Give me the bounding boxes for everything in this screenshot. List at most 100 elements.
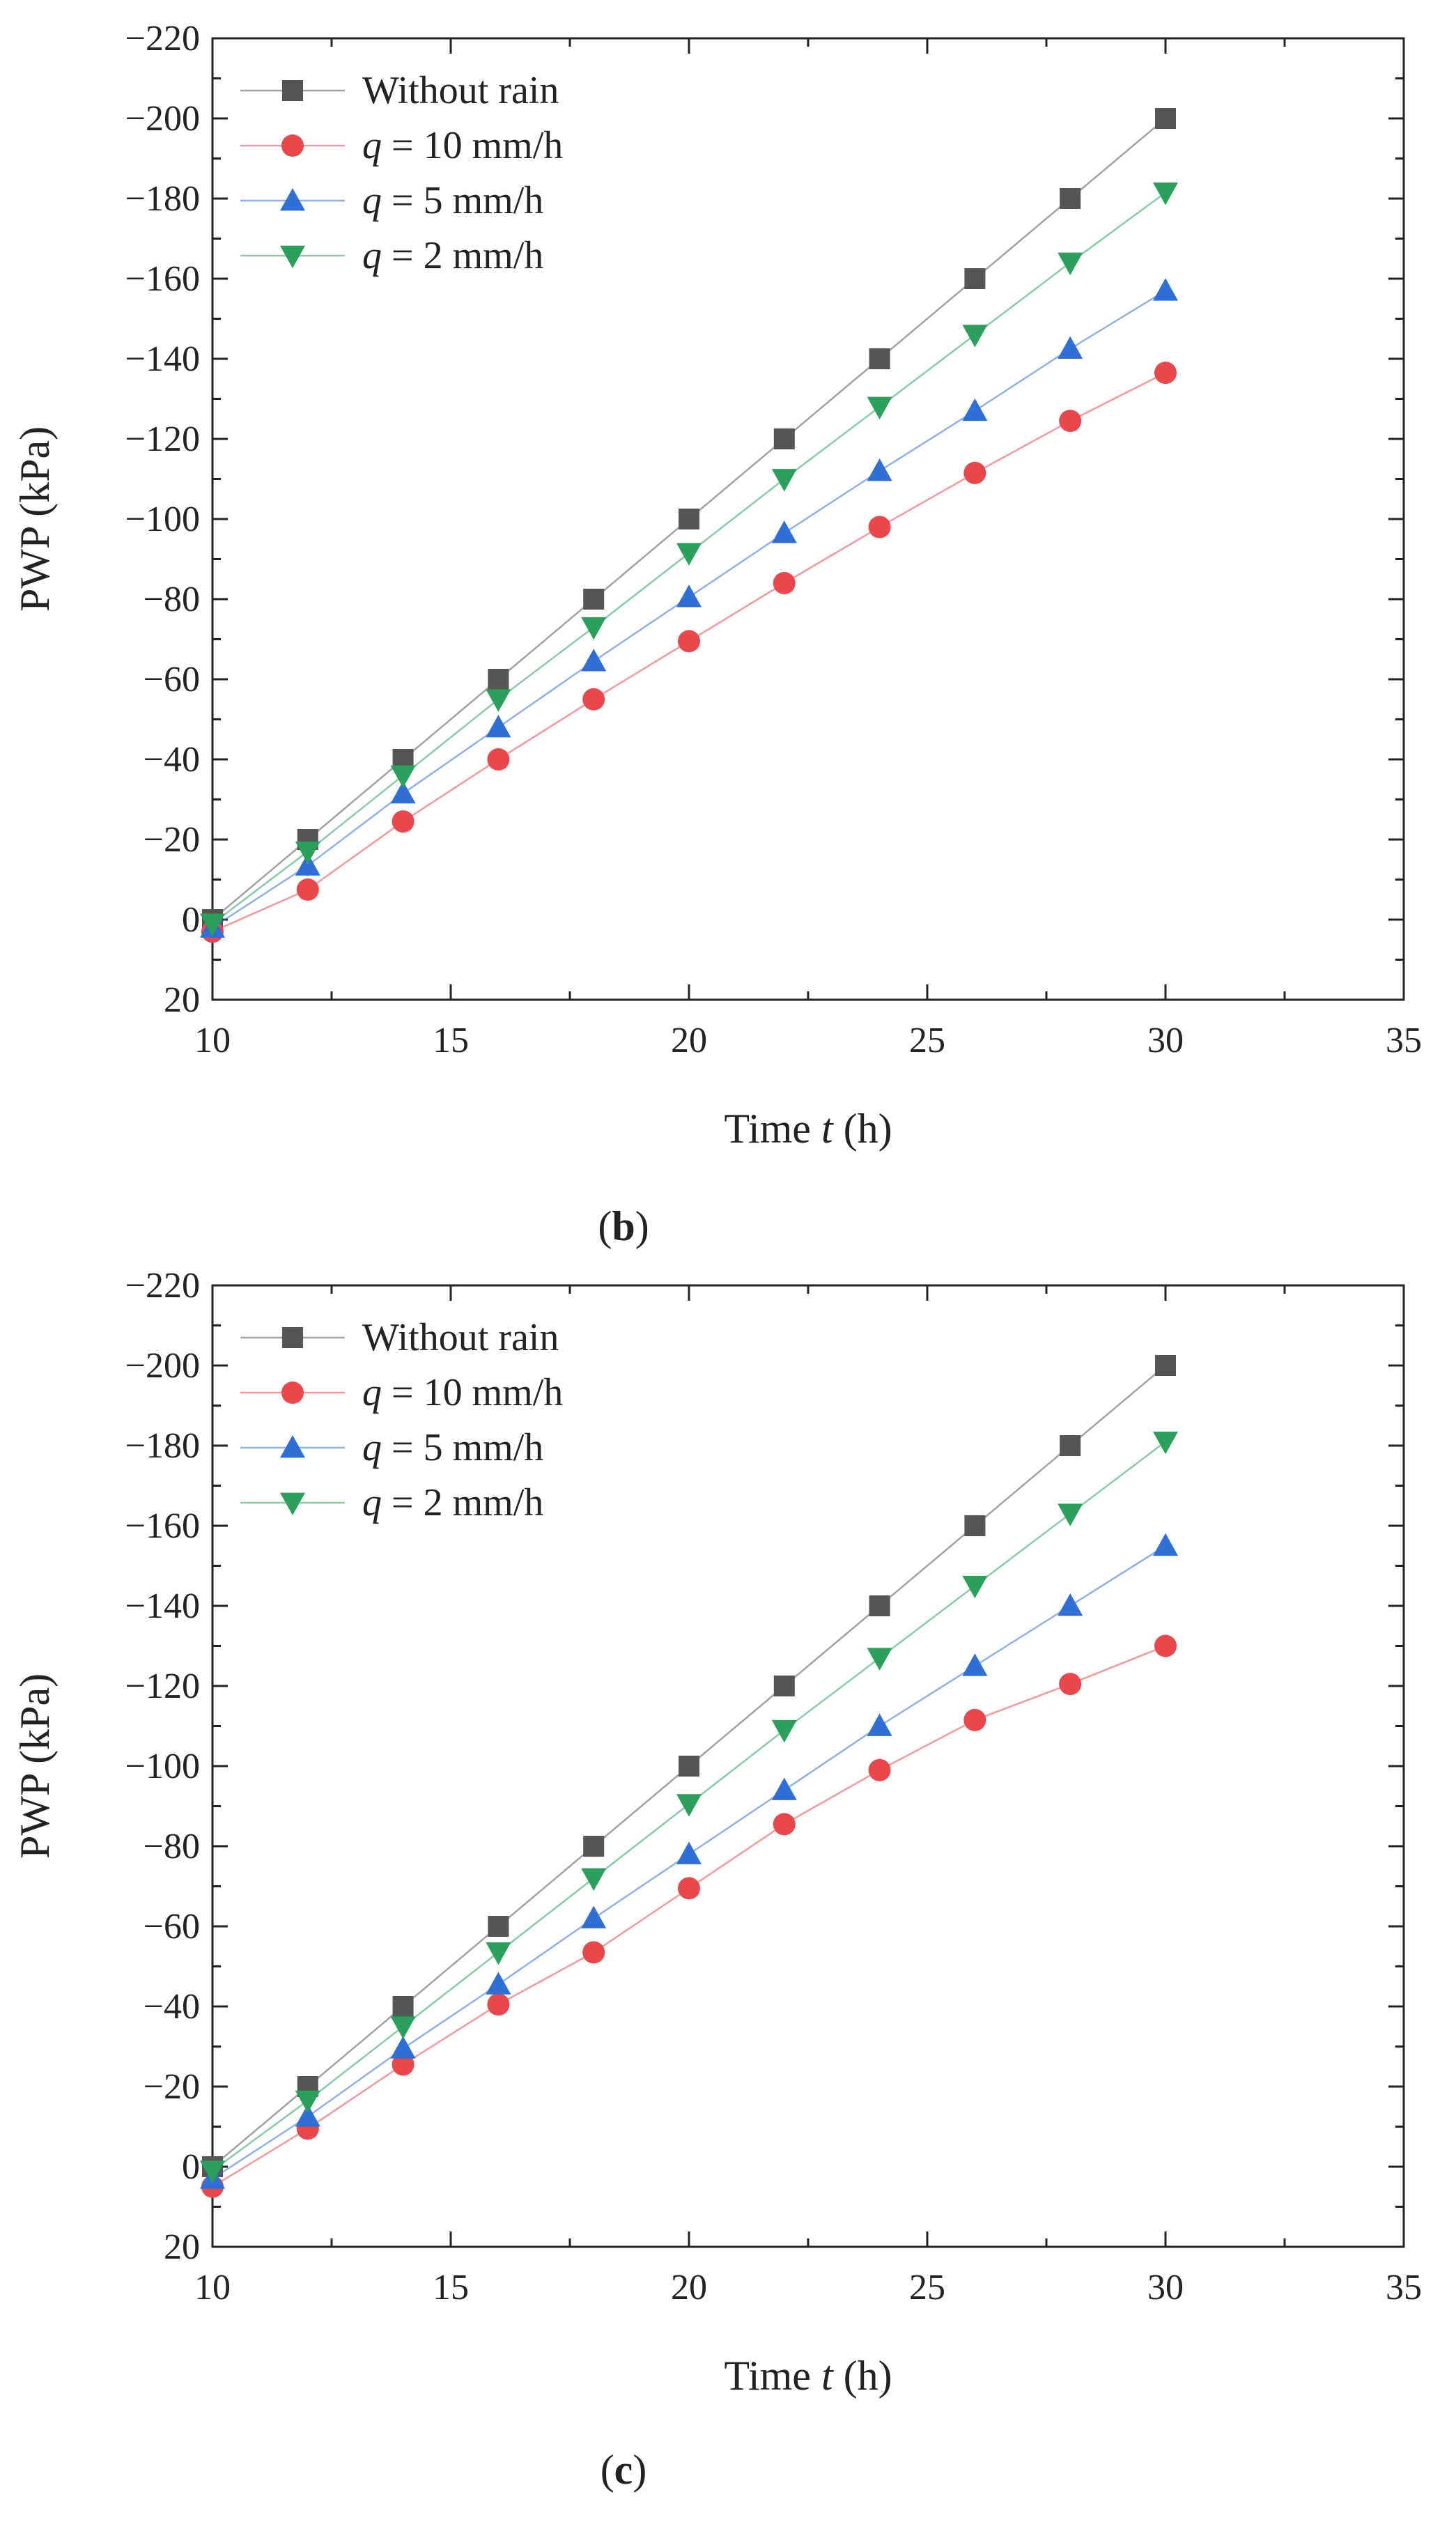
data-point-q10 [1059, 1673, 1082, 1696]
y-tick-label: −100 [125, 1747, 200, 1786]
data-point-without_rain [773, 428, 795, 449]
y-tick-label: −80 [144, 580, 200, 619]
data-point-q2 [1058, 252, 1083, 275]
legend-label-value: = 5 mm/h [382, 179, 543, 222]
x-tick-label: 35 [1386, 1021, 1422, 1060]
legend-marker-without_rain [282, 80, 303, 101]
legend-marker-q2 [280, 1492, 305, 1515]
data-point-q10 [487, 1993, 510, 2016]
x-tick-label: 35 [1386, 2268, 1422, 2307]
data-point-q2 [390, 765, 416, 788]
x-axis-title-suffix: (h) [833, 2353, 892, 2399]
x-tick-label: 10 [194, 2268, 231, 2307]
data-point-without_rain [869, 1595, 890, 1616]
legend-marker-without_rain [282, 1327, 303, 1348]
data-point-without_rain [583, 1836, 605, 1857]
y-tick-label: 0 [182, 2147, 200, 2187]
y-tick-label: −140 [125, 339, 200, 379]
x-axis-title-prefix: Time [724, 1106, 821, 1152]
data-point-without_rain [679, 509, 699, 529]
data-point-q10 [582, 1941, 605, 1964]
x-tick-label: 10 [194, 1021, 231, 1060]
data-point-without_rain [583, 589, 605, 610]
legend-label-q2: q = 2 mm/h [362, 1481, 543, 1524]
data-point-q2 [962, 1575, 988, 1599]
series-line-q5 [212, 290, 1166, 929]
x-axis-title: Time t (h) [724, 2353, 892, 2399]
y-tick-label: −160 [125, 1506, 200, 1546]
panel-label-open: ( [601, 2447, 614, 2493]
y-tick-label: −220 [125, 1266, 200, 1306]
data-point-q5 [295, 853, 320, 876]
y-tick-label: −80 [144, 1827, 200, 1866]
y-tick-label: −60 [144, 1907, 200, 1947]
y-tick-label: −120 [125, 1666, 200, 1706]
x-axis-title-suffix: (h) [833, 1106, 892, 1152]
chart-panel-b: 10 15 20 25 30 35 20 0 −20 −40 −60 −80 −100 −120 −140 −… [12, 19, 1422, 1249]
data-point-q2 [200, 913, 225, 936]
panel-label: (c) [601, 2447, 647, 2493]
data-point-q5 [1153, 1533, 1178, 1556]
legend-label-variable: q [362, 179, 382, 222]
data-point-q10 [868, 1758, 891, 1781]
y-tick-label: −120 [125, 419, 200, 459]
data-point-q10 [773, 572, 796, 594]
panel-label-letter: b [612, 1203, 635, 1249]
legend-label-variable: q [362, 234, 382, 277]
panel-label: (b) [598, 1203, 649, 1249]
y-axis-title: PWP (kPa) [12, 426, 58, 612]
x-axis-title-prefix: Time [724, 2353, 821, 2399]
legend-marker-q5 [280, 1435, 305, 1458]
data-point-q10 [773, 1813, 796, 1836]
legend-label-q10: q = 10 mm/h [362, 1371, 563, 1414]
data-point-q5 [771, 520, 797, 543]
legend-label-q5: q = 5 mm/h [362, 179, 543, 222]
legend-label-value: = 2 mm/h [382, 1481, 543, 1524]
data-point-q10 [1059, 410, 1082, 433]
x-tick-label: 15 [433, 2268, 469, 2307]
data-point-q2 [867, 1648, 892, 1671]
data-point-without_rain [488, 669, 509, 690]
x-tick-label: 20 [671, 1021, 707, 1060]
y-tick-label: −200 [125, 99, 200, 139]
data-point-q5 [581, 649, 607, 672]
data-point-q2 [1153, 1431, 1178, 1455]
legend-label-q2: q = 2 mm/h [362, 234, 543, 277]
data-point-q10 [487, 748, 510, 771]
x-axis-title-variable: t [821, 1106, 834, 1152]
data-point-q5 [771, 1777, 797, 1800]
data-point-q5 [1058, 1593, 1083, 1616]
data-point-q10 [868, 516, 891, 539]
legend-marker-q5 [280, 188, 305, 211]
y-tick-label: −140 [125, 1586, 200, 1626]
data-point-q5 [390, 780, 416, 804]
data-point-q10 [678, 1877, 700, 1900]
data-point-q5 [676, 585, 702, 608]
legend-label-value: = 10 mm/h [382, 124, 563, 167]
data-point-without_rain [1060, 1435, 1081, 1456]
x-axis-title: Time t (h) [724, 1106, 892, 1152]
data-point-q2 [390, 2016, 416, 2039]
y-tick-label: −200 [125, 1346, 200, 1386]
y-tick-label: −40 [144, 740, 200, 780]
legend-label-value: = 10 mm/h [382, 1371, 563, 1414]
data-point-q2 [486, 1942, 511, 1965]
y-tick-label: −180 [125, 179, 200, 219]
data-point-q5 [962, 1653, 988, 1676]
y-tick-label: 20 [164, 2227, 200, 2267]
data-point-q5 [1153, 278, 1178, 301]
legend-label-value: = 2 mm/h [382, 234, 543, 277]
legend-label-without_rain: Without rain [362, 69, 559, 112]
data-point-q10 [1154, 362, 1177, 385]
x-tick-label: 30 [1147, 2268, 1184, 2307]
legend-label-variable: q [362, 1371, 382, 1414]
legend-marker-q2 [280, 245, 305, 268]
data-point-q5 [581, 1905, 607, 1928]
x-tick-label: 20 [671, 2268, 707, 2307]
data-point-without_rain [1060, 188, 1081, 209]
legend-marker-q10 [281, 134, 304, 157]
legend-label-q10: q = 10 mm/h [362, 124, 563, 167]
data-point-q2 [1153, 182, 1178, 206]
data-point-q2 [676, 543, 702, 566]
